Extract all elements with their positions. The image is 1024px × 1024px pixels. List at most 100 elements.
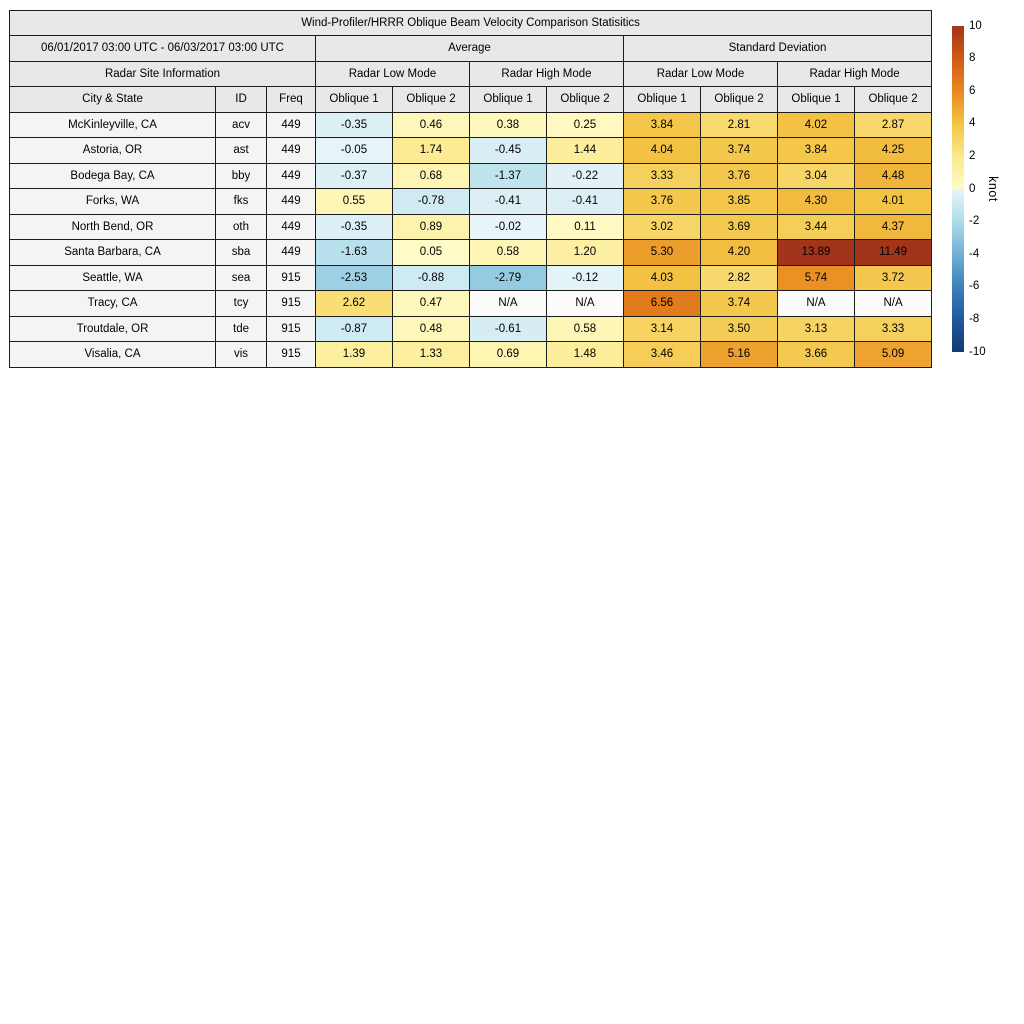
value-cell: 0.47 <box>392 290 470 317</box>
freq-cell: 449 <box>266 213 316 240</box>
value-cell: 1.20 <box>546 239 624 266</box>
table-row: McKinleyville, CA acv 449 -0.35 0.46 0.38 0.25… <box>9 111 933 138</box>
value-cell: 4.25 <box>853 137 933 164</box>
value-cell: 2.87 <box>853 111 933 138</box>
value-cell: 2.62 <box>315 290 393 317</box>
colorbar-tick-label: 2 <box>969 149 976 162</box>
table-row: North Bend, OR oth 449 -0.35 0.89 -0.02 0.11 3.… <box>9 213 933 240</box>
colorbar-tick-label: 10 <box>969 19 982 32</box>
colorbar-tick-label: -4 <box>969 247 980 260</box>
value-cell: N/A <box>777 290 855 317</box>
id-cell: sba <box>215 239 267 266</box>
value-cell: 4.04 <box>623 137 701 164</box>
value-cell: -1.63 <box>315 239 393 266</box>
id-cell: vis <box>215 341 267 368</box>
value-cell: 0.25 <box>546 111 624 138</box>
value-cell: 4.01 <box>853 188 933 215</box>
comparison-table: Wind-Profiler/HRRR Oblique Beam Velocity… <box>8 10 933 368</box>
freq-cell: 915 <box>266 290 316 317</box>
value-cell: -0.12 <box>546 264 624 291</box>
value-cell: -2.53 <box>315 264 393 291</box>
value-cell: 3.74 <box>700 137 778 164</box>
mode-header-row: Radar Site Information Radar Low Mode Ra… <box>9 60 933 87</box>
id-cell: bby <box>215 162 267 189</box>
id-cell: tde <box>215 315 267 342</box>
value-cell: 4.03 <box>623 264 701 291</box>
value-cell: 4.37 <box>853 213 933 240</box>
table-row: Astoria, OR ast 449 -0.05 1.74 -0.45 1.44 4.04 3… <box>9 137 933 164</box>
group-header-row: 06/01/2017 03:00 UTC - 06/03/2017 03:00 … <box>9 35 933 62</box>
value-cell: 3.33 <box>623 162 701 189</box>
oblique1-header: Oblique 1 <box>315 86 393 113</box>
value-cell: -0.88 <box>392 264 470 291</box>
freq-cell: 915 <box>266 264 316 291</box>
value-cell: 4.30 <box>777 188 855 215</box>
city-cell: McKinleyville, CA <box>9 111 216 138</box>
value-cell: -0.02 <box>469 213 547 240</box>
city-cell: North Bend, OR <box>9 213 216 240</box>
freq-cell: 915 <box>266 315 316 342</box>
city-cell: Astoria, OR <box>9 137 216 164</box>
value-cell: 0.48 <box>392 315 470 342</box>
id-cell: fks <box>215 188 267 215</box>
date-range-cell: 06/01/2017 03:00 UTC - 06/03/2017 03:00 … <box>9 35 316 62</box>
colorbar-tick-label: -8 <box>969 312 980 325</box>
colorbar-axis-label: knot <box>986 176 1000 202</box>
city-cell: Tracy, CA <box>9 290 216 317</box>
table-title: Wind-Profiler/HRRR Oblique Beam Velocity… <box>8 10 933 36</box>
value-cell: 0.58 <box>546 315 624 342</box>
value-cell: -0.22 <box>546 162 624 189</box>
oblique1-header: Oblique 1 <box>623 86 701 113</box>
value-cell: 3.84 <box>777 137 855 164</box>
value-cell: 3.50 <box>700 315 778 342</box>
colorbar-tick-label: 4 <box>969 117 976 130</box>
table-row: Troutdale, OR tde 915 -0.87 0.48 -0.61 0.58 3.1… <box>9 315 933 342</box>
table-row: Seattle, WA sea 915 -2.53 -0.88 -2.79 -0.12 4.0… <box>9 264 933 291</box>
value-cell: -2.79 <box>469 264 547 291</box>
value-cell: 3.74 <box>700 290 778 317</box>
oblique2-header: Oblique 2 <box>392 86 470 113</box>
std-low-mode-header: Radar Low Mode <box>623 60 778 87</box>
colorbar-tick-label: 6 <box>969 84 976 97</box>
value-cell: 3.44 <box>777 213 855 240</box>
oblique2-header: Oblique 2 <box>853 86 933 113</box>
value-cell: -0.78 <box>392 188 470 215</box>
table-row: Santa Barbara, CA sba 449 -1.63 0.05 0.58 1.20… <box>9 239 933 266</box>
value-cell: 3.13 <box>777 315 855 342</box>
value-cell: -0.87 <box>315 315 393 342</box>
column-header-row: City & State ID Freq Oblique 1 Oblique 2… <box>9 86 933 113</box>
city-state-header: City & State <box>9 86 216 113</box>
value-cell: 3.46 <box>623 341 701 368</box>
value-cell: 0.46 <box>392 111 470 138</box>
oblique1-header: Oblique 1 <box>469 86 547 113</box>
freq-cell: 449 <box>266 111 316 138</box>
value-cell: 1.74 <box>392 137 470 164</box>
table-row: Bodega Bay, CA bby 449 -0.37 0.68 -1.37 -0.22 3… <box>9 162 933 189</box>
value-cell: 3.85 <box>700 188 778 215</box>
value-cell: -0.05 <box>315 137 393 164</box>
colorbar-gradient <box>952 26 964 352</box>
value-cell: 6.56 <box>623 290 701 317</box>
site-info-header: Radar Site Information <box>9 60 316 87</box>
value-cell: 3.02 <box>623 213 701 240</box>
id-cell: tcy <box>215 290 267 317</box>
freq-cell: 449 <box>266 162 316 189</box>
value-cell: N/A <box>546 290 624 317</box>
colorbar-tick-label: 8 <box>969 52 976 65</box>
avg-low-mode-header: Radar Low Mode <box>315 60 470 87</box>
oblique2-header: Oblique 2 <box>546 86 624 113</box>
average-group-header: Average <box>315 35 624 62</box>
value-cell: -0.41 <box>469 188 547 215</box>
value-cell: 0.55 <box>315 188 393 215</box>
value-cell: 3.14 <box>623 315 701 342</box>
avg-high-mode-header: Radar High Mode <box>469 60 624 87</box>
city-cell: Seattle, WA <box>9 264 216 291</box>
value-cell: 5.74 <box>777 264 855 291</box>
value-cell: -0.61 <box>469 315 547 342</box>
value-cell: 1.44 <box>546 137 624 164</box>
value-cell: -0.45 <box>469 137 547 164</box>
colorbar-tick-label: -2 <box>969 215 980 228</box>
freq-cell: 449 <box>266 137 316 164</box>
value-cell: N/A <box>469 290 547 317</box>
